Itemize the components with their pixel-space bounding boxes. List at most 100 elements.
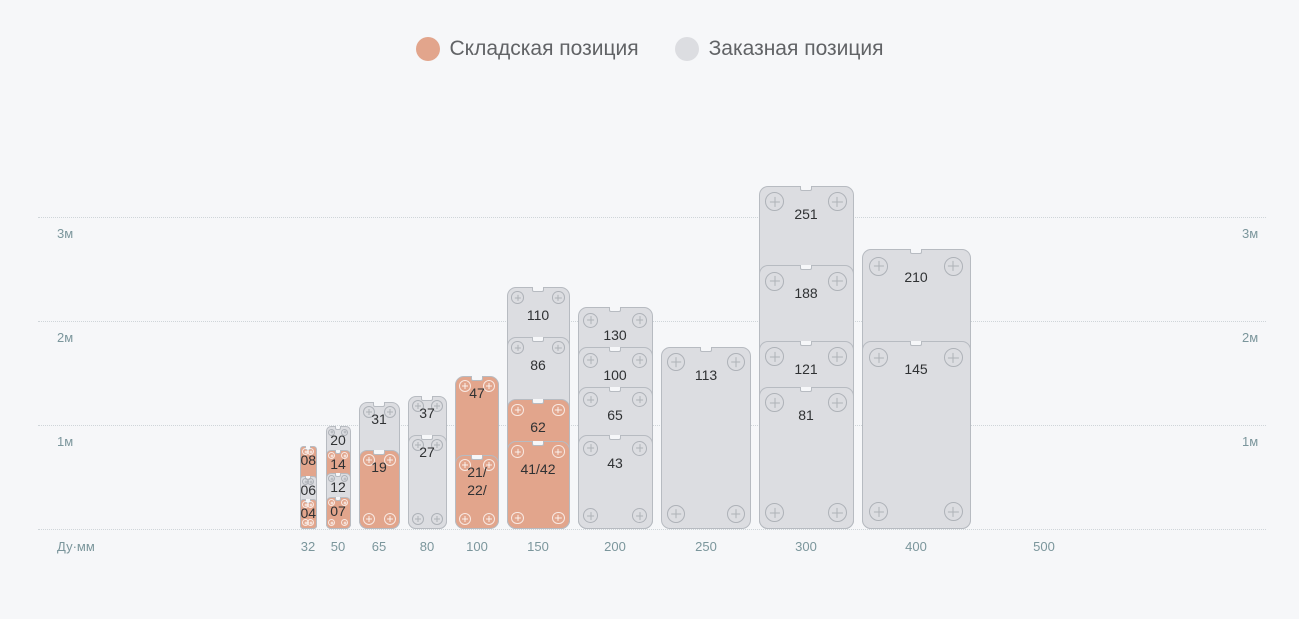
legend: Складская позиция Заказная позиция	[0, 37, 1299, 61]
bolt-hole-icon	[765, 503, 785, 523]
bolt-hole-icon	[483, 380, 495, 393]
plate-notch	[609, 307, 621, 313]
plate-label: 27	[419, 444, 435, 461]
bolt-hole-icon	[552, 291, 565, 305]
plate-label: 251	[794, 205, 818, 222]
plate-notch	[335, 426, 341, 431]
plate-notch	[373, 402, 385, 408]
bolt-hole-icon	[583, 440, 598, 456]
x-label-dn-50: 50	[330, 539, 346, 554]
bolt-hole-icon	[362, 406, 375, 419]
bolt-hole-icon	[341, 499, 348, 507]
plate-notch	[421, 395, 433, 401]
plate-notch	[532, 286, 544, 292]
x-label-dn-100: 100	[466, 539, 488, 554]
plate-notch	[335, 449, 341, 454]
stock-color-dot-icon	[415, 37, 440, 61]
plate-label: 14	[330, 455, 346, 472]
x-label-dn-300: 300	[795, 539, 817, 554]
bolt-hole-icon	[511, 511, 524, 525]
plate-80-27[interactable]: 27	[407, 435, 447, 529]
bolt-hole-icon	[583, 508, 598, 524]
order-color-dot-icon	[674, 37, 699, 61]
plate-50-07[interactable]: 07	[325, 496, 351, 529]
bolt-hole-icon	[430, 512, 443, 525]
plate-notch	[373, 449, 385, 455]
x-label-dn-250: 250	[695, 539, 717, 554]
bolt-hole-icon	[483, 512, 495, 525]
x-label-dn-65: 65	[371, 539, 387, 554]
plate-label: 188	[794, 284, 818, 301]
plate-label: 210	[904, 269, 928, 286]
bolt-hole-icon	[726, 353, 745, 372]
bolt-hole-icon	[765, 393, 785, 413]
plate-label: 12	[330, 478, 346, 495]
x-label-dn-500: 500	[1033, 539, 1055, 554]
bolt-hole-icon	[667, 353, 686, 372]
bolt-hole-icon	[459, 512, 471, 525]
plate-32-04[interactable]: 04	[299, 498, 317, 529]
plate-label: 37	[419, 404, 435, 421]
y-label-left-3m: 3м	[57, 226, 74, 241]
bolt-hole-icon	[583, 312, 598, 328]
bolt-hole-icon	[869, 502, 889, 522]
plate-notch	[532, 440, 544, 446]
plate-label: 06	[300, 481, 317, 498]
bolt-hole-icon	[827, 347, 847, 367]
y-label-right-1m: 1м	[1242, 434, 1259, 449]
plate-150-4142[interactable]: 41/42	[506, 440, 570, 529]
x-axis-title: Ду·мм	[57, 539, 95, 554]
plate-notch	[910, 340, 922, 346]
plate-notch	[532, 399, 544, 404]
plate-label: 121	[794, 360, 818, 377]
y-label-left-1m: 1м	[57, 434, 74, 449]
bolt-hole-icon	[827, 503, 847, 523]
bolt-hole-icon	[765, 271, 785, 291]
bolt-hole-icon	[667, 504, 686, 523]
plate-250-113[interactable]: 113	[661, 347, 751, 529]
bolt-hole-icon	[362, 453, 375, 466]
plate-label: 07	[330, 502, 346, 519]
legend-item-stock[interactable]: Складская позиция	[415, 37, 639, 61]
bolt-hole-icon	[341, 428, 348, 436]
bolt-hole-icon	[362, 512, 375, 525]
y-label-right-2m: 2м	[1242, 330, 1259, 345]
bolt-hole-icon	[552, 511, 565, 525]
bolt-hole-icon	[430, 439, 443, 452]
bolt-hole-icon	[726, 504, 745, 523]
bolt-hole-icon	[459, 459, 471, 472]
plate-notch	[532, 336, 544, 342]
x-label-dn-80: 80	[419, 539, 435, 554]
plate-label: 21/ 22/	[467, 464, 487, 499]
bolt-hole-icon	[383, 406, 396, 419]
plate-65-19[interactable]: 19	[358, 449, 400, 529]
plate-400-145[interactable]: 145	[861, 340, 971, 529]
plate-notch	[910, 249, 922, 255]
bolt-hole-icon	[632, 312, 647, 328]
x-label-dn-400: 400	[905, 539, 927, 554]
plate-notch	[471, 376, 483, 382]
plate-300-81[interactable]: 81	[758, 386, 854, 529]
bolt-hole-icon	[552, 403, 565, 417]
plate-label: 130	[603, 327, 627, 344]
bolt-hole-icon	[307, 501, 314, 509]
plate-label: 47	[469, 385, 485, 402]
bolt-hole-icon	[632, 392, 647, 408]
bolt-hole-icon	[765, 192, 785, 212]
legend-item-order[interactable]: Заказная позиция	[674, 37, 884, 61]
y-label-right-3m: 3м	[1242, 226, 1259, 241]
bolt-hole-icon	[328, 452, 335, 460]
plate-200-43[interactable]: 43	[577, 435, 653, 529]
bolt-hole-icon	[632, 508, 647, 524]
plate-100-2122[interactable]: 21/ 22/	[455, 455, 499, 529]
bolt-hole-icon	[869, 256, 889, 276]
plate-label: 65	[607, 406, 623, 423]
bolt-hole-icon	[328, 428, 335, 436]
plate-notch	[700, 347, 712, 352]
plate-notch	[800, 340, 812, 346]
bolt-hole-icon	[869, 348, 889, 368]
plate-notch	[421, 435, 433, 441]
plate-label: 100	[603, 367, 627, 383]
bolt-hole-icon	[383, 453, 396, 466]
plate-notch	[800, 185, 812, 191]
